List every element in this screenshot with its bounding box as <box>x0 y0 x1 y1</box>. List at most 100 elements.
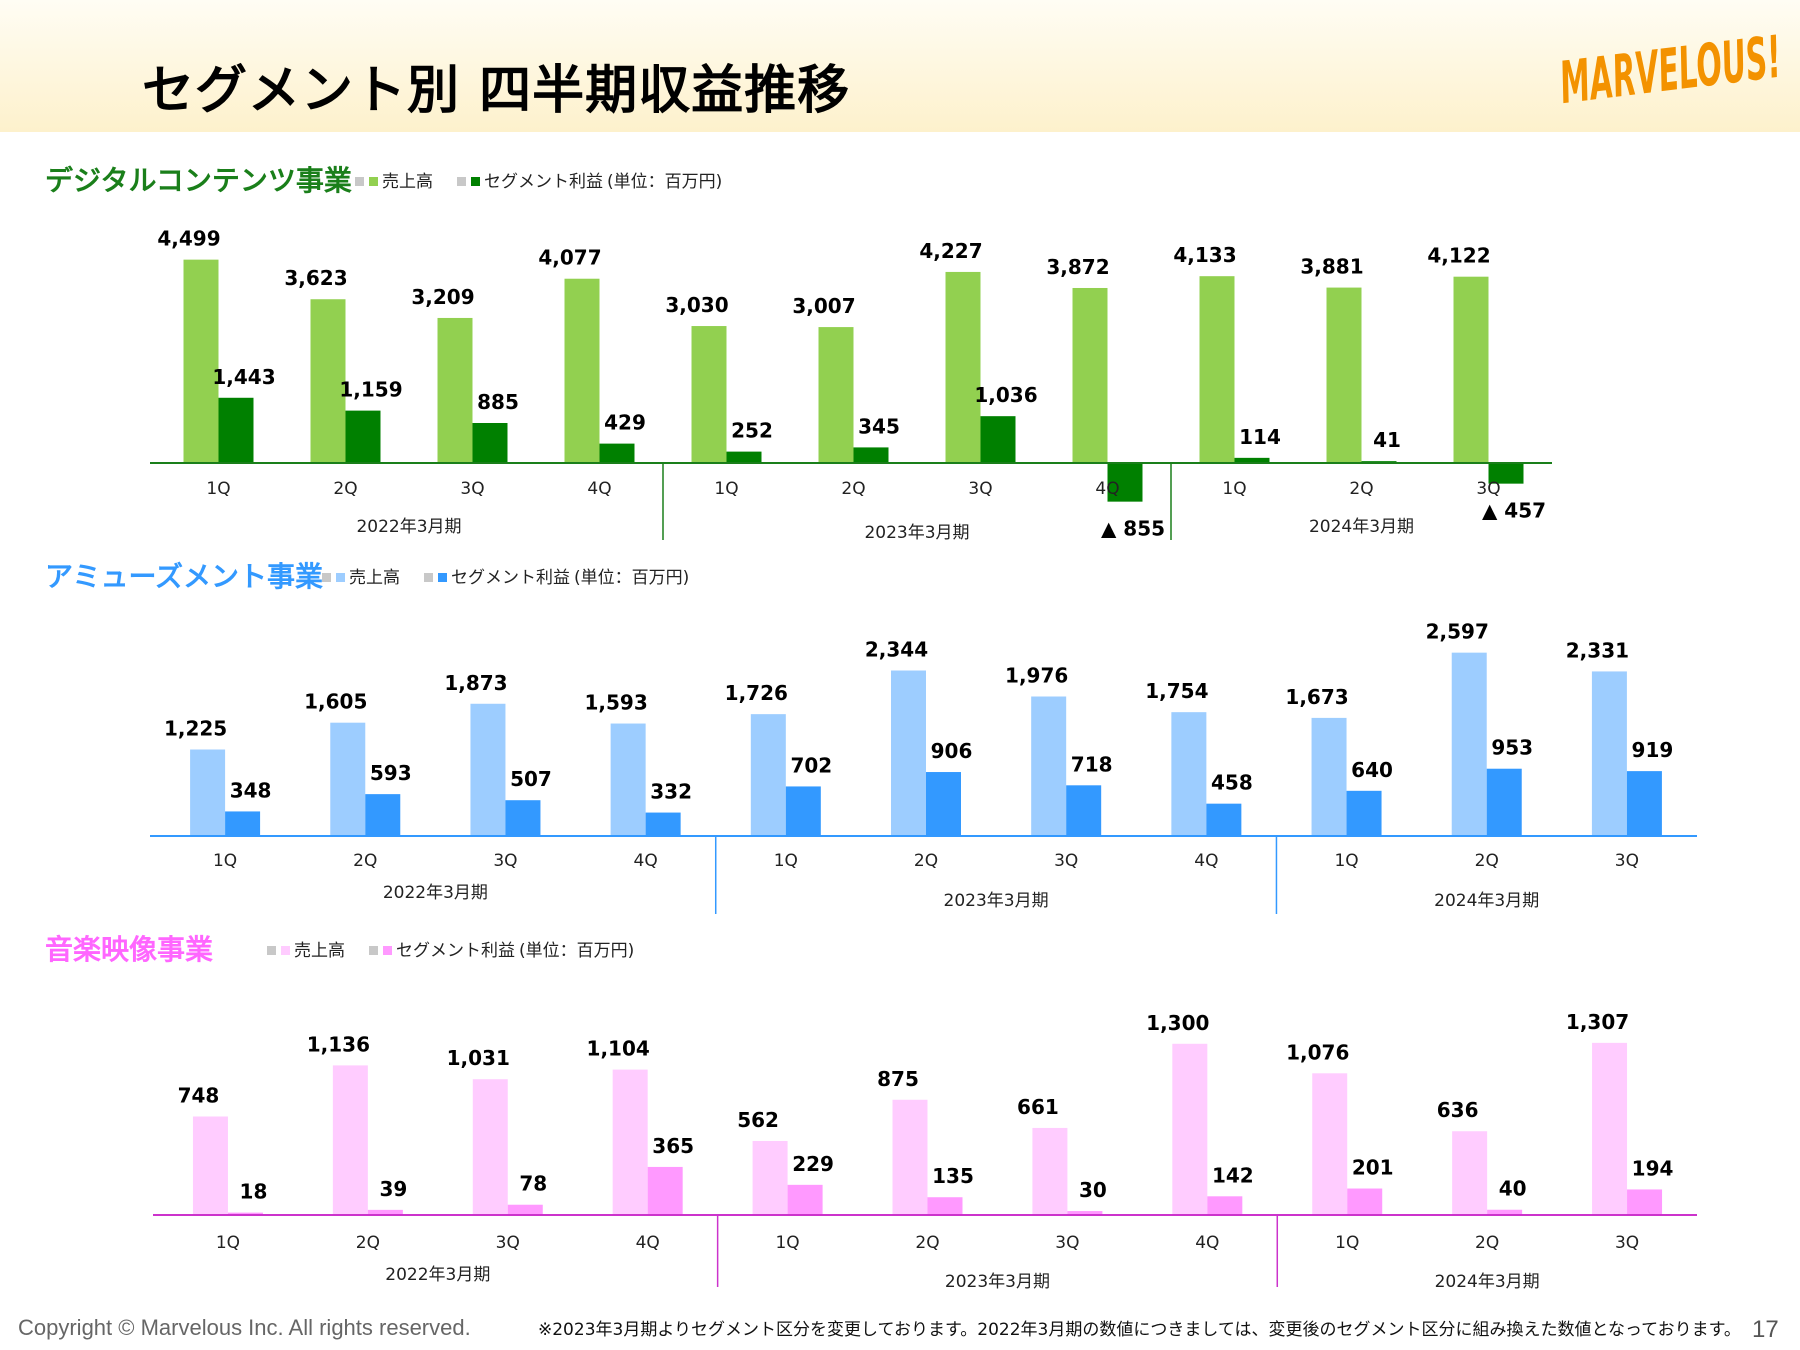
bar <box>564 278 600 463</box>
logo-text: MARVELOUS! <box>1560 23 1785 114</box>
bar <box>1346 790 1382 836</box>
data-label: 332 <box>650 780 692 804</box>
legend-label: セグメント利益 <box>396 941 515 961</box>
tick-label: 1Q <box>1335 1233 1359 1253</box>
bar <box>891 670 926 836</box>
tick-label: 4Q <box>587 479 611 499</box>
legend-label: セグメント利益 <box>484 172 603 192</box>
tick-label: 3Q <box>968 479 992 499</box>
data-label: 41 <box>1373 428 1401 452</box>
bar <box>1031 696 1067 836</box>
data-label: 142 <box>1212 1163 1254 1187</box>
bar <box>507 1204 543 1215</box>
period-label: 2022年3月期 <box>356 517 461 537</box>
digital-contents-chart: デジタルコンテンツ事業 売上高 セグメント利益 (単位：百万円) 4,499 1,443 1… <box>45 164 1552 543</box>
data-label: 229 <box>792 1152 834 1176</box>
legend-label: 売上高 <box>382 172 433 192</box>
bar <box>330 722 366 836</box>
tick-label: 4Q <box>1195 1233 1219 1253</box>
legend-swatch-grey <box>424 573 433 582</box>
bar <box>1072 287 1108 463</box>
tick-label: 2Q <box>1349 479 1373 499</box>
music-video-chart: 音楽映像事業 売上高 セグメント利益 (単位：百万円) 748 18 1Q 1,136 39 2Q… <box>45 933 1697 1292</box>
bar <box>192 1116 228 1215</box>
page-number: 17 <box>1752 1316 1779 1343</box>
data-label: 114 <box>1239 425 1281 449</box>
period-label: 2022年3月期 <box>383 883 488 903</box>
legend-swatch <box>438 573 447 582</box>
bar <box>750 714 786 836</box>
period-label: 2023年3月期 <box>864 523 969 543</box>
data-label: 194 <box>1632 1156 1674 1180</box>
marvelous-logo: MARVELOUS! <box>1560 23 1785 114</box>
bar <box>1488 463 1524 484</box>
bar <box>752 1140 788 1215</box>
bar <box>1486 768 1522 836</box>
data-label: 718 <box>1071 752 1113 776</box>
bar <box>218 397 254 463</box>
bar <box>645 812 681 836</box>
data-label: 1,225 <box>164 717 227 741</box>
tick-label: 3Q <box>496 1233 520 1253</box>
bar <box>980 416 1016 463</box>
legend-label: 売上高 <box>349 568 400 588</box>
bar <box>1326 287 1362 463</box>
data-label: 2,344 <box>865 638 928 662</box>
data-label: 348 <box>230 778 272 802</box>
bar <box>367 1209 403 1215</box>
bar <box>225 811 261 836</box>
data-label: 1,873 <box>444 671 507 695</box>
bar <box>726 451 762 463</box>
chart-title: デジタルコンテンツ事業 <box>45 164 352 197</box>
data-label: 1,754 <box>1145 679 1208 703</box>
chart-title: アミューズメント事業 <box>45 560 323 593</box>
tick-label: 2Q <box>1475 851 1499 871</box>
tick-label: 2Q <box>915 1233 939 1253</box>
tick-label: 2Q <box>914 851 938 871</box>
legend-swatch-grey <box>457 177 466 186</box>
data-label: 2,597 <box>1426 620 1489 644</box>
bar <box>818 327 854 463</box>
bar <box>945 271 981 463</box>
bar <box>1451 652 1487 836</box>
tick-label: 3Q <box>1055 1233 1079 1253</box>
data-label: 507 <box>510 767 552 791</box>
tick-label: 1Q <box>775 1233 799 1253</box>
bar <box>1107 463 1143 502</box>
bar <box>610 723 646 836</box>
data-label: 3,030 <box>665 293 728 317</box>
tick-label: 1Q <box>774 851 798 871</box>
period-label: 2024年3月期 <box>1434 891 1539 911</box>
unit-note: (単位：百万円) <box>574 568 689 588</box>
bar <box>310 299 346 463</box>
data-label: 636 <box>1437 1098 1479 1122</box>
legend-swatch <box>369 177 378 186</box>
legend-swatch-grey <box>355 177 364 186</box>
data-label: 1,136 <box>307 1032 370 1056</box>
chart-title: 音楽映像事業 <box>45 933 213 966</box>
period-label: 2022年3月期 <box>385 1265 490 1285</box>
data-label: 135 <box>932 1164 974 1188</box>
bar <box>1206 803 1242 836</box>
legend-swatch <box>336 573 345 582</box>
bar <box>345 410 381 463</box>
bar <box>1312 1073 1348 1215</box>
tick-label: 4Q <box>1194 851 1218 871</box>
tick-label: 3Q <box>1054 851 1078 871</box>
data-label: 40 <box>1499 1177 1527 1201</box>
legend-swatch-grey <box>369 946 378 955</box>
bar <box>190 749 226 836</box>
bar <box>365 794 401 836</box>
data-label: 885 <box>477 390 519 414</box>
data-label: 4,077 <box>538 246 601 270</box>
bar <box>599 443 635 463</box>
legend-swatch <box>383 946 392 955</box>
bar <box>1592 1042 1628 1215</box>
bar <box>437 317 473 463</box>
bar <box>332 1065 368 1215</box>
bar <box>926 772 961 836</box>
period-label: 2023年3月期 <box>945 1272 1050 1292</box>
bar <box>227 1212 263 1215</box>
bar <box>1234 457 1270 463</box>
bar <box>1066 785 1102 836</box>
